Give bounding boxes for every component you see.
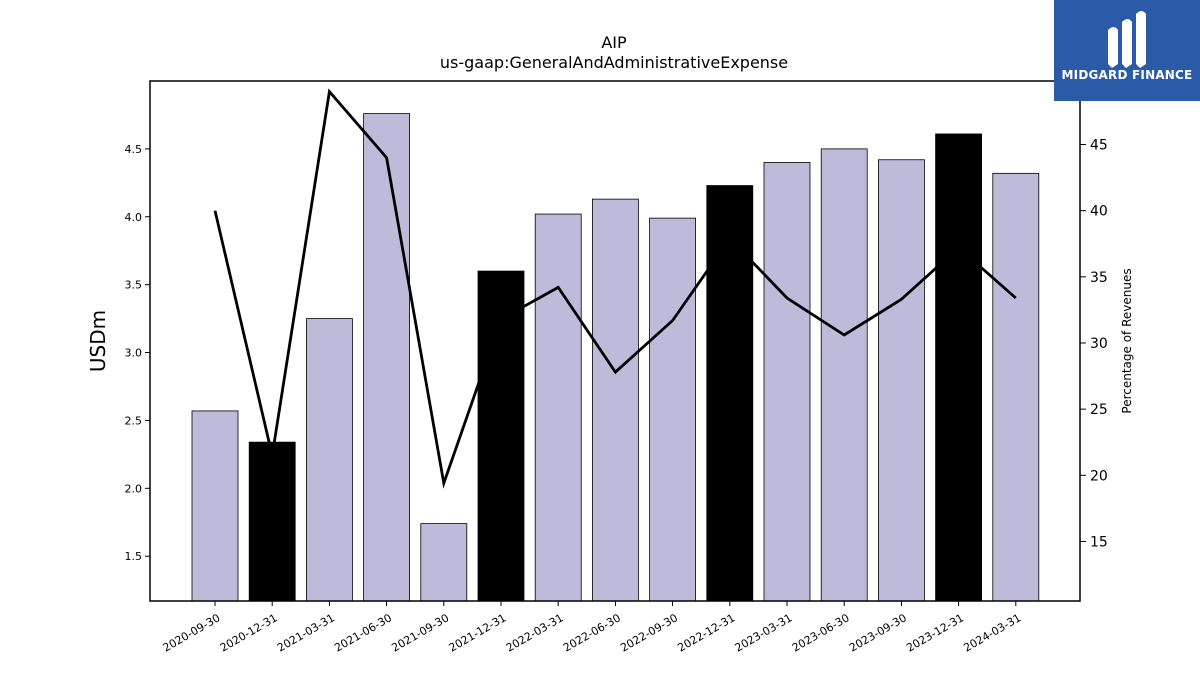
- bar: [477, 270, 525, 602]
- chart-title: AIP: [601, 33, 627, 52]
- bar: [649, 217, 696, 602]
- x-tick-label: 2022-09-30: [618, 611, 680, 654]
- x-tick-label: 2023-12-31: [904, 611, 966, 654]
- x-tick-label: 2020-09-30: [161, 611, 223, 654]
- x-tick-label: 2021-12-31: [447, 611, 509, 654]
- y-tick-label: 4.5: [125, 143, 143, 156]
- logo: MIDGARD FINANCE: [1054, 0, 1200, 101]
- y-axis-label: USDm: [86, 310, 110, 372]
- y2-tick-label: 25: [1090, 402, 1108, 418]
- bar: [363, 113, 411, 602]
- x-tick-label: 2022-06-30: [561, 611, 623, 654]
- bar: [420, 523, 468, 602]
- bar: [248, 441, 296, 602]
- y2-tick-label: 30: [1090, 336, 1108, 352]
- y2-tick-label: 35: [1090, 270, 1108, 286]
- logo-text: MIDGARD FINANCE: [1061, 68, 1193, 82]
- y-tick-label: 1.5: [125, 550, 143, 563]
- x-tick-label: 2021-03-31: [275, 611, 337, 654]
- y-tick-label: 4.0: [125, 211, 143, 224]
- x-tick-label: 2023-03-31: [733, 611, 795, 654]
- bar: [305, 318, 353, 602]
- bar: [534, 213, 582, 602]
- x-tick-label: 2021-09-30: [389, 611, 451, 654]
- y2-tick-label: 40: [1090, 204, 1108, 220]
- bar: [763, 162, 811, 602]
- y-tick-label: 3.0: [125, 347, 143, 360]
- chart-subtitle: us-gaap:GeneralAndAdministrativeExpense: [440, 53, 788, 72]
- x-tick-label: 2020-12-31: [218, 611, 280, 654]
- y2-axis-label: Percentage of Revenues: [1120, 268, 1134, 413]
- x-tick-label: 2024-03-31: [961, 611, 1023, 654]
- y-tick-label: 2.5: [125, 414, 143, 427]
- bar: [992, 172, 1040, 602]
- bar: [878, 159, 925, 602]
- x-tick-label: 2021-06-30: [332, 611, 394, 654]
- y-tick-label: 2.0: [125, 482, 143, 495]
- x-tick-label: 2022-12-31: [675, 611, 737, 654]
- y2-tick-label: 15: [1090, 534, 1108, 550]
- bar: [191, 410, 239, 602]
- x-tick-label: 2023-09-30: [847, 611, 909, 654]
- x-tick-label: 2022-03-31: [504, 611, 566, 654]
- logo-mark-icon: [1108, 11, 1146, 68]
- y-tick-label: 3.5: [125, 279, 143, 292]
- series-line: [213, 88, 1017, 489]
- y2-tick-label: 20: [1090, 468, 1108, 484]
- bar: [820, 148, 868, 602]
- bar: [706, 185, 754, 602]
- x-tick-label: 2023-06-30: [790, 611, 852, 654]
- bar: [935, 133, 982, 602]
- bar: [592, 198, 639, 602]
- y2-tick-label: 45: [1090, 138, 1108, 154]
